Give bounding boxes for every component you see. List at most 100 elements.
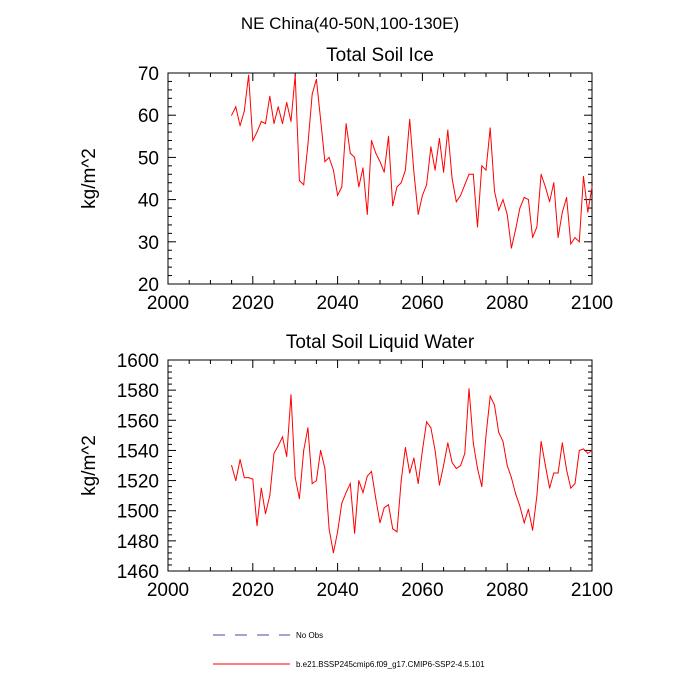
data-point [434, 449, 436, 451]
data-point [549, 201, 551, 203]
x-tick-label: 2020 [232, 580, 274, 601]
data-point [502, 199, 504, 201]
data-point [519, 505, 521, 507]
data-point [341, 186, 343, 188]
y-tick-label: 40 [138, 191, 159, 212]
data-point [523, 522, 525, 524]
data-point [409, 118, 411, 120]
data-point [298, 180, 300, 182]
data-point [591, 186, 593, 188]
data-point [379, 161, 381, 163]
data-point [311, 483, 313, 485]
data-point [409, 472, 411, 474]
data-point [561, 442, 563, 444]
y-tick-label: 30 [138, 233, 159, 254]
y-axis-label: kg/m^2 [79, 148, 100, 209]
data-point [290, 121, 292, 122]
x-tick-label: 2100 [571, 293, 613, 314]
x-tick-label: 2100 [571, 580, 613, 601]
data-point [315, 480, 317, 482]
data-point [553, 472, 555, 474]
data-point [557, 472, 559, 474]
y-tick-label: 1520 [117, 472, 159, 493]
data-point [358, 186, 360, 188]
x-tick-label: 2020 [232, 293, 274, 314]
data-point [544, 465, 546, 466]
data-point [349, 483, 351, 485]
legend-model-label: b.e21.BSSP245cmip6.f09_g17.CMIP6-SSP2-4.… [296, 660, 485, 669]
data-point [307, 144, 309, 146]
data-point [536, 226, 538, 228]
data-point [587, 211, 589, 213]
data-point [400, 480, 402, 482]
data-point [553, 182, 555, 184]
data-point [235, 480, 237, 482]
data-point [510, 247, 512, 249]
data-point [269, 95, 271, 97]
data-point [345, 123, 347, 125]
data-point [464, 184, 466, 186]
data-point [396, 186, 398, 188]
data-point [460, 194, 462, 196]
data-point [294, 477, 296, 479]
data-point [282, 123, 283, 125]
data-point [303, 449, 305, 451]
data-point [252, 478, 254, 480]
data-point [354, 532, 356, 534]
data-point [311, 93, 313, 95]
data-point [231, 465, 233, 466]
legend: No Obs b.e21.BSSP245cmip6.f09_g17.CMIP6-… [213, 631, 485, 669]
data-point [239, 459, 241, 460]
data-point [481, 486, 483, 488]
data-point [404, 169, 406, 171]
data-point [269, 495, 271, 497]
data-point [561, 211, 563, 213]
data-point [578, 449, 580, 451]
data-point [447, 442, 449, 444]
y-tick-label: 1540 [117, 441, 159, 462]
panel-title: Total Soil Ice [326, 45, 434, 66]
data-point [248, 477, 250, 479]
data-point [468, 388, 470, 390]
x-tick-label: 2060 [401, 580, 443, 601]
data-point [536, 495, 538, 497]
y-tick-label: 1500 [117, 502, 159, 523]
data-point [307, 427, 309, 429]
data-point [430, 427, 432, 429]
data-point [498, 431, 500, 433]
data-point [235, 106, 237, 108]
data-point [286, 102, 288, 103]
data-point [366, 213, 368, 215]
data-point [443, 171, 445, 173]
data-point [388, 504, 389, 506]
data-point [417, 483, 419, 485]
x-tick-label: 2040 [316, 293, 358, 314]
data-point [375, 498, 377, 500]
data-point [544, 186, 546, 188]
data-point [315, 78, 317, 80]
x-tick-label: 2000 [147, 293, 189, 314]
data-point [570, 243, 572, 245]
data-point [443, 465, 445, 466]
data-point [260, 487, 262, 489]
data-point [515, 228, 517, 230]
data-point [265, 513, 266, 515]
data-point [472, 173, 474, 175]
data-point [451, 178, 453, 179]
data-point [417, 213, 419, 215]
y-tick-label: 1580 [117, 381, 159, 402]
data-point [502, 440, 504, 442]
panel-total-soil-liquid-water: Total Soil Liquid Water kg/m^2 2000 2020 204… [79, 332, 613, 601]
data-point [574, 237, 576, 239]
data-point [455, 468, 457, 469]
y-tick-label: 1600 [117, 351, 159, 372]
data-point [324, 161, 326, 163]
plot-frame [167, 72, 593, 285]
data-point [303, 184, 305, 186]
data-point [332, 552, 334, 554]
data-point [243, 477, 245, 479]
data-point [494, 404, 495, 406]
data-point [570, 487, 572, 489]
